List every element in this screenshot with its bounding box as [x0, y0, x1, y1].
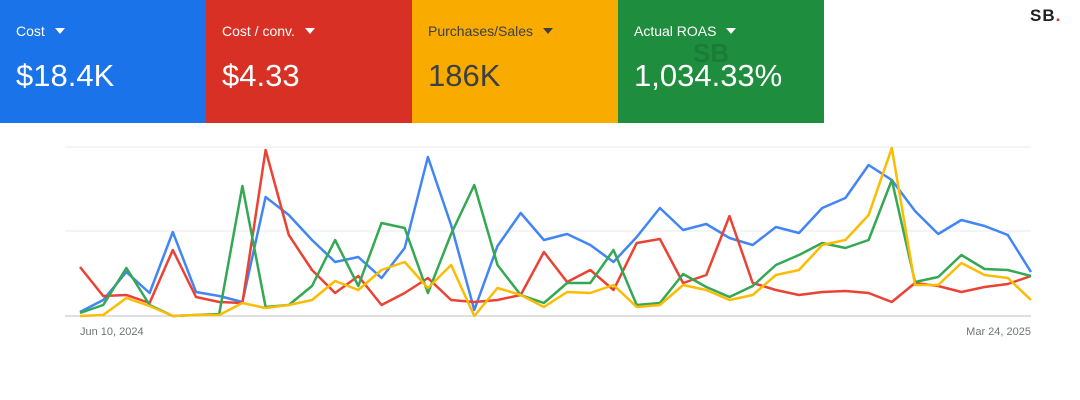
metric-label[interactable]: Cost	[16, 22, 206, 40]
metric-value: 186K	[428, 58, 501, 93]
dropdown-arrow[interactable]	[543, 28, 554, 34]
metric-label-text: Cost	[16, 23, 45, 39]
metric-value: 1,034.33%	[634, 58, 783, 93]
logo-dot: .	[1055, 6, 1062, 25]
metric-label[interactable]: Purchases/Sales	[428, 22, 618, 40]
metric-card[interactable]: Purchases/Sales 186K	[412, 0, 618, 123]
metric-card[interactable]: Actual ROAS 1,034.33%	[618, 0, 824, 123]
metric-value: $18.4K	[16, 58, 115, 93]
series-line	[79, 148, 1032, 307]
metric-label[interactable]: Actual ROAS	[634, 22, 824, 40]
x-tick-label: Mar 24, 2025	[966, 326, 1031, 338]
metric-label-text: Cost / conv.	[222, 23, 295, 39]
metric-label[interactable]: Cost / conv.	[222, 22, 412, 40]
dropdown-arrow[interactable]	[304, 28, 315, 34]
series-line	[79, 178, 1032, 318]
metric-card[interactable]: Cost $18.4K	[0, 0, 206, 123]
metric-value: $4.33	[222, 58, 300, 93]
x-tick-label: Jun 10, 2024	[80, 326, 144, 338]
watermark: SB	[693, 38, 730, 68]
metric-label-text: Purchases/Sales	[428, 23, 534, 39]
dropdown-arrow[interactable]	[54, 28, 65, 34]
series-line	[79, 155, 1033, 314]
metric-label-text: Actual ROAS	[634, 23, 717, 39]
chart: Jun 10, 2024 Mar 24, 2025	[65, 146, 1033, 338]
metric-card[interactable]: Cost / conv. $4.33	[206, 0, 412, 123]
logo: SB.	[1030, 6, 1061, 26]
dropdown-arrow[interactable]	[726, 28, 737, 34]
logo-text: SB	[1030, 6, 1056, 25]
series-line	[79, 146, 1032, 318]
